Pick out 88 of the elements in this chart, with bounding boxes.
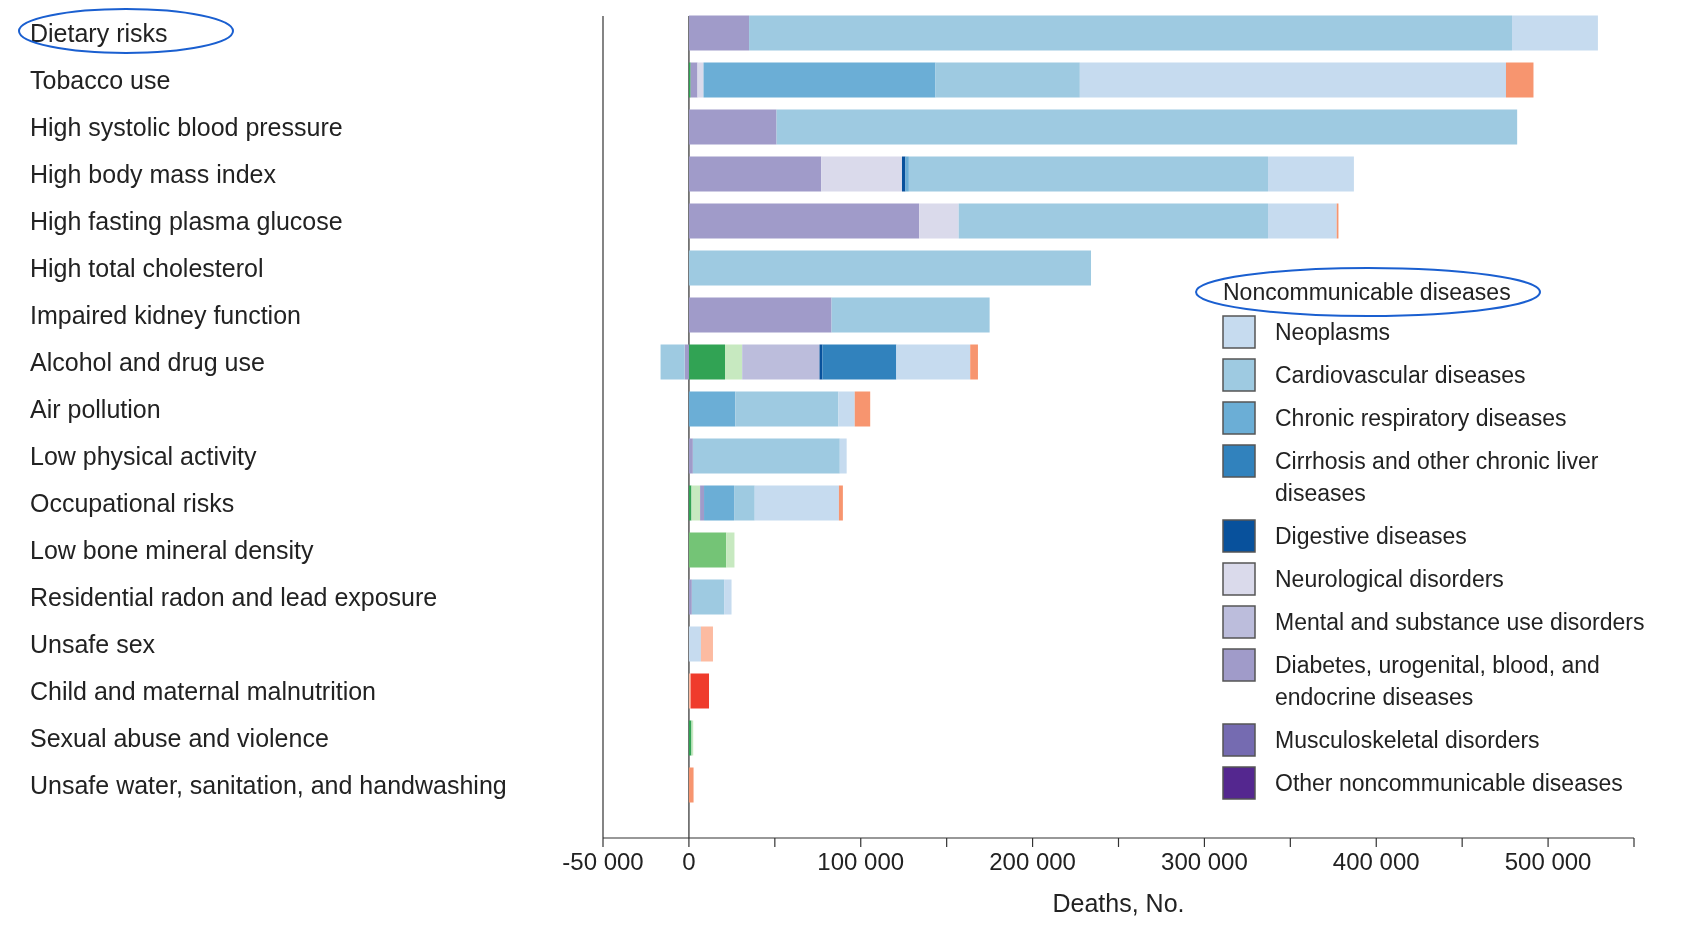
bar xyxy=(688,156,822,192)
y-tick-label: High total cholesterol xyxy=(30,253,264,282)
bar xyxy=(1512,15,1598,51)
bar xyxy=(688,203,920,239)
bar xyxy=(821,156,902,192)
y-tick-label: Occupational risks xyxy=(30,488,235,517)
bar xyxy=(688,438,693,474)
bar xyxy=(688,250,1092,286)
legend-label: Cirrhosis and other chronic liver diseases xyxy=(1275,448,1599,507)
y-tick-label: Low physical activity xyxy=(30,441,257,470)
bar xyxy=(688,344,725,380)
bar xyxy=(854,391,871,427)
bar xyxy=(1079,62,1506,98)
bar xyxy=(684,344,689,380)
bar xyxy=(724,579,732,615)
bar xyxy=(935,62,1080,98)
legend-label: Diabetes, urogenital, blood, and endocrine diseases xyxy=(1275,652,1600,711)
bar xyxy=(735,391,839,427)
x-axis-title: Deaths, No. xyxy=(1052,889,1185,917)
y-tick-label: Unsafe sex xyxy=(30,629,156,658)
x-tick-label: 500 000 xyxy=(1504,848,1592,875)
bar xyxy=(690,673,710,709)
bar xyxy=(688,391,736,427)
bar xyxy=(1505,62,1534,98)
y-tick-label: High systolic blood pressure xyxy=(30,112,343,141)
legend-label: Mental and substance use disorders xyxy=(1275,609,1645,636)
bar xyxy=(958,203,1268,239)
bar xyxy=(697,62,704,98)
x-tick-label: 0 xyxy=(682,848,696,875)
y-tick-label: Air pollution xyxy=(30,394,161,423)
bar xyxy=(688,297,832,333)
bar xyxy=(700,626,713,662)
bar xyxy=(704,485,735,521)
bar xyxy=(734,485,755,521)
bar xyxy=(1267,156,1354,192)
bar xyxy=(725,344,743,380)
bar xyxy=(754,485,839,521)
legend-label: Digestive diseases xyxy=(1275,523,1467,550)
bar xyxy=(691,579,725,615)
y-tick-label: Impaired kidney function xyxy=(30,300,301,329)
y-tick-label: Child and maternal malnutrition xyxy=(30,676,377,705)
bar xyxy=(726,532,735,568)
legend-label: Other noncommunicable diseases xyxy=(1275,770,1623,797)
y-tick-label: High fasting plasma glucose xyxy=(30,206,343,235)
x-tick-label: -50 000 xyxy=(562,848,644,875)
bar xyxy=(776,109,1518,145)
legend-title: Noncommunicable diseases xyxy=(1223,279,1511,306)
bar xyxy=(908,156,1268,192)
bar xyxy=(700,485,705,521)
bar xyxy=(919,203,959,239)
legend-label: Neoplasms xyxy=(1275,319,1391,346)
bar xyxy=(831,297,990,333)
y-tick-label: Dietary risks xyxy=(30,18,168,47)
legend-label: Musculoskeletal disorders xyxy=(1275,727,1540,754)
x-tick-label: 200 000 xyxy=(989,848,1076,875)
bar xyxy=(1267,203,1337,239)
y-tick-label: Sexual abuse and violence xyxy=(30,723,329,752)
bar xyxy=(822,344,897,380)
y-tick-label: Tobacco use xyxy=(30,65,171,94)
bar xyxy=(688,767,694,803)
bar xyxy=(688,579,692,615)
bar xyxy=(690,62,698,98)
x-tick-label: 300 000 xyxy=(1161,848,1248,875)
x-tick-label: 100 000 xyxy=(817,848,905,875)
x-tick-label: 400 000 xyxy=(1332,848,1420,875)
bar xyxy=(839,438,847,474)
bar xyxy=(749,15,1512,51)
bar xyxy=(742,344,820,380)
legend-label: Neurological disorders xyxy=(1275,566,1504,593)
bar xyxy=(691,485,701,521)
legend-label: Chronic respiratory diseases xyxy=(1275,405,1567,432)
y-tick-label: Alcohol and drug use xyxy=(30,347,265,376)
y-tick-label: Low bone mineral density xyxy=(30,535,314,564)
bar xyxy=(688,109,777,145)
y-tick-label: Unsafe water, sanitation, and handwashing xyxy=(30,770,507,799)
bar xyxy=(692,438,840,474)
bar xyxy=(703,62,936,98)
y-tick-label: Residential radon and lead exposure xyxy=(30,582,438,611)
legend-label: Cardiovascular diseases xyxy=(1275,362,1526,389)
bar xyxy=(896,344,971,380)
bar xyxy=(838,391,855,427)
bar xyxy=(688,626,701,662)
bar xyxy=(688,15,750,51)
y-tick-label: High body mass index xyxy=(30,159,277,188)
bar xyxy=(970,344,978,380)
bar xyxy=(688,532,727,568)
bar xyxy=(660,344,685,380)
bar xyxy=(838,485,843,521)
